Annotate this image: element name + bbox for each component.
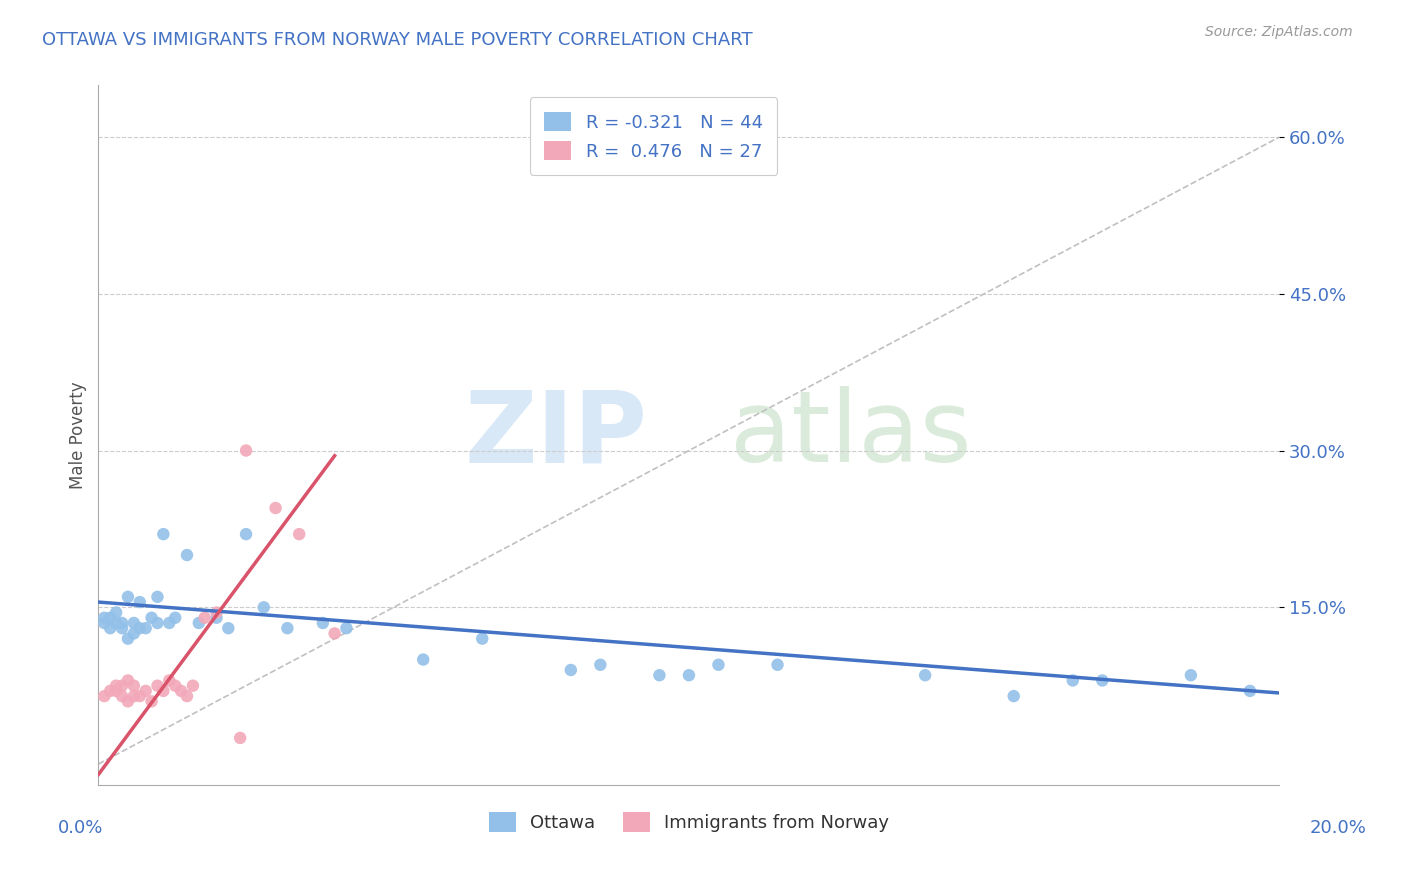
Point [170, 684, 193, 698]
Point [157, 673, 180, 688]
Point [217, 621, 239, 635]
Point [93, 615, 115, 630]
Text: 20.0%: 20.0% [1310, 819, 1367, 837]
Point [141, 694, 163, 708]
Point [98, 621, 121, 635]
Point [117, 673, 139, 688]
Point [128, 595, 150, 609]
Point [93, 611, 115, 625]
Point [146, 590, 169, 604]
Point [181, 679, 204, 693]
Point [152, 684, 174, 698]
Point [117, 632, 139, 646]
Point [276, 621, 298, 635]
Point [122, 626, 145, 640]
Point [707, 657, 730, 672]
Point [1091, 673, 1114, 688]
Point [288, 527, 311, 541]
Text: OTTAWA VS IMMIGRANTS FROM NORWAY MALE POVERTY CORRELATION CHART: OTTAWA VS IMMIGRANTS FROM NORWAY MALE PO… [42, 31, 752, 49]
Point [93, 689, 115, 703]
Point [152, 527, 174, 541]
Point [205, 606, 228, 620]
Point [412, 652, 434, 666]
Point [165, 679, 187, 693]
Point [229, 731, 252, 745]
Point [1062, 673, 1084, 688]
Point [235, 527, 257, 541]
Point [176, 548, 198, 562]
Point [253, 600, 276, 615]
Point [589, 657, 612, 672]
Text: Source: ZipAtlas.com: Source: ZipAtlas.com [1205, 25, 1353, 39]
Legend: Ottawa, Immigrants from Norway: Ottawa, Immigrants from Norway [482, 805, 896, 839]
Point [194, 611, 217, 625]
Point [128, 621, 150, 635]
Point [1002, 689, 1025, 703]
Point [914, 668, 936, 682]
Point [205, 611, 228, 625]
Point [165, 611, 187, 625]
Point [135, 621, 157, 635]
Point [111, 615, 134, 630]
Point [141, 611, 163, 625]
Point [98, 684, 121, 698]
Point [122, 689, 145, 703]
Text: ZIP: ZIP [465, 386, 648, 483]
Point [323, 626, 346, 640]
Point [111, 689, 134, 703]
Point [312, 615, 335, 630]
Point [1180, 668, 1202, 682]
Point [146, 615, 169, 630]
Point [235, 443, 257, 458]
Point [1239, 684, 1261, 698]
Point [105, 606, 128, 620]
Point [264, 501, 287, 516]
Point [335, 621, 357, 635]
Point [176, 689, 198, 703]
Point [471, 632, 494, 646]
Point [128, 689, 150, 703]
Point [111, 621, 134, 635]
Point [766, 657, 789, 672]
Y-axis label: Male Poverty: Male Poverty [69, 381, 87, 489]
Point [648, 668, 671, 682]
Point [146, 679, 169, 693]
Point [117, 694, 139, 708]
Point [111, 679, 134, 693]
Point [135, 684, 157, 698]
Point [105, 679, 128, 693]
Text: atlas: atlas [730, 386, 972, 483]
Point [117, 590, 139, 604]
Point [678, 668, 700, 682]
Point [105, 684, 128, 698]
Point [98, 611, 121, 625]
Point [122, 679, 145, 693]
Point [122, 615, 145, 630]
Text: 0.0%: 0.0% [58, 819, 103, 837]
Point [105, 615, 128, 630]
Point [157, 615, 180, 630]
Point [560, 663, 582, 677]
Point [187, 615, 209, 630]
